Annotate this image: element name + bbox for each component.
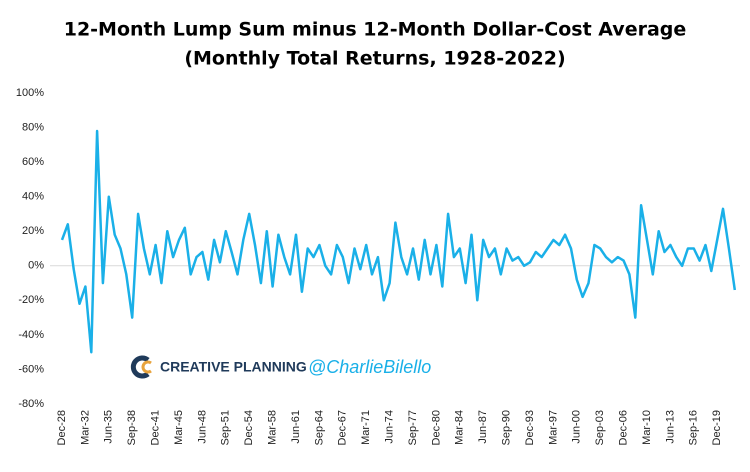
y-tick-label: -40% — [18, 329, 44, 341]
x-tick-label: Dec-67 — [337, 410, 349, 445]
x-tick-label: Dec-06 — [618, 410, 630, 445]
x-tick-label: Mar-71 — [360, 410, 372, 445]
watermark-handle: @CharlieBilello — [308, 357, 431, 377]
y-tick-label: 40% — [22, 191, 44, 203]
line-series — [60, 129, 737, 354]
x-tick-label: Jun-00 — [571, 410, 583, 444]
x-tick-label: Mar-97 — [547, 410, 559, 445]
y-tick-label: 60% — [22, 156, 44, 168]
x-tick-label: Jun-61 — [290, 410, 302, 444]
x-tick-label: Dec-19 — [711, 410, 723, 445]
y-tick-label: -20% — [18, 294, 44, 306]
x-tick-label: Mar-45 — [173, 410, 185, 445]
x-tick-label: Mar-10 — [641, 410, 653, 445]
x-tick-label: Mar-32 — [79, 410, 91, 445]
x-tick-label: Jun-35 — [103, 410, 115, 444]
y-tick-label: -60% — [18, 363, 44, 375]
x-tick-label: Sep-64 — [313, 410, 325, 445]
y-tick-label: 100% — [16, 87, 44, 99]
logo — [130, 355, 152, 379]
x-tick-label: Jun-74 — [384, 410, 396, 444]
x-tick-label: Jun-87 — [477, 410, 489, 444]
y-tick-label: 20% — [22, 225, 44, 237]
y-tick-label: 80% — [22, 121, 44, 133]
x-tick-label: Dec-93 — [524, 410, 536, 445]
watermark-brand: CREATIVE PLANNING — [160, 359, 307, 375]
x-tick-label: Dec-80 — [430, 410, 442, 445]
y-tick-label: -80% — [18, 398, 44, 410]
x-tick-label: Sep-77 — [407, 410, 419, 445]
chart-subtitle: (Monthly Total Returns, 1928-2022) — [184, 48, 565, 70]
logo-icon-accent — [141, 360, 152, 374]
chart-title: 12-Month Lump Sum minus 12-Month Dollar-… — [64, 19, 687, 41]
x-tick-label: Mar-58 — [267, 410, 279, 445]
x-tick-label: Jun-13 — [664, 410, 676, 444]
x-tick-label: Dec-28 — [56, 410, 68, 445]
x-tick-label: Sep-38 — [126, 410, 138, 445]
x-tick-label: Dec-41 — [150, 410, 162, 445]
y-tick-label: 0% — [28, 260, 44, 272]
x-tick-label: Sep-90 — [501, 410, 513, 445]
x-tick-label: Mar-84 — [454, 410, 466, 445]
x-tick-label: Sep-51 — [220, 410, 232, 445]
x-tick-label: Sep-03 — [594, 410, 606, 445]
x-tick-label: Dec-54 — [243, 410, 255, 445]
logo-icon — [130, 355, 150, 379]
x-tick-label: Jun-48 — [196, 410, 208, 444]
x-tick-label: Sep-16 — [688, 410, 700, 445]
